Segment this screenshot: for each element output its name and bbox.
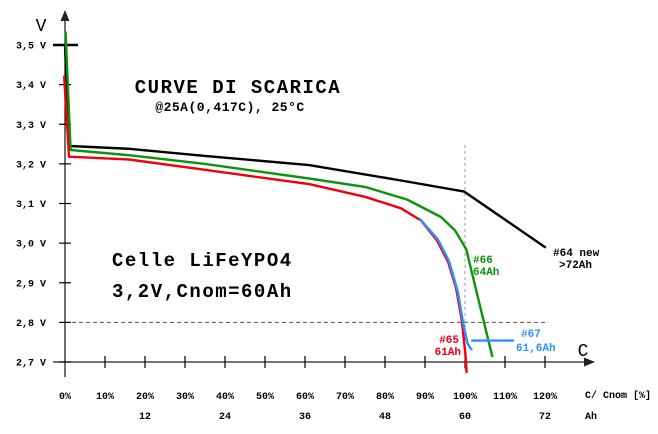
x-tick-label: 40% [216,392,234,403]
x-tick-label: 50% [256,392,274,403]
y-tick-label: 2,8 V [16,319,46,330]
y-tick-label: 3,3 V [16,121,46,132]
x-tick-ah-label: 72 [539,412,551,423]
series-67-name: #67 [521,329,541,341]
chart-subtitle: @25A(0,417C), 25°C [155,100,304,115]
x-tick-label: 120% [533,392,557,403]
curve-65 [62,75,468,374]
y-tick-label: 3,1 V [16,200,46,211]
x-tick-label: 60% [296,392,314,403]
series-66-capacity: 64Ah [473,267,499,279]
series-65-name: #65 [439,335,459,347]
series-67-capacity: 61,6Ah [516,343,556,355]
x-tick-label: 90% [416,392,434,403]
y-tick-label: 3,5 V [16,42,46,53]
y-tick-label: 2,7 V [16,359,46,370]
series-64-capacity: >72Ah [559,260,592,272]
x-tick-label: 0% [59,392,71,403]
x-tick-label: 30% [176,392,194,403]
y-tick-label: 3,4 V [16,81,46,92]
cell-note-line1: Celle LiFeYPO4 [112,250,293,272]
x-tick-ah-label: 60 [459,412,471,423]
curve-64new [63,43,547,249]
cell-note-line2: 3,2V,Cnom=60Ah [112,281,293,303]
x-tick-label: 110% [493,392,517,403]
x-axis-unit-row1: C/ Cnom [%] [585,390,651,402]
x-tick-ah-label: 24 [219,412,231,423]
series-65-capacity: 61Ah [435,347,461,359]
x-tick-label: 10% [96,392,114,403]
y-tick-label: 3,0 V [16,240,46,251]
x-tick-ah-label: 12 [139,412,151,423]
chart-title: CURVE DI SCARICA [135,77,341,99]
y-tick-label: 2,9 V [16,279,46,290]
x-tick-label: 20% [136,392,154,403]
x-tick-label: 70% [336,392,354,403]
x-axis-arrow-icon [584,357,595,367]
series-64-name: #64 new [553,248,600,260]
x-tick-ah-label: 48 [379,412,391,423]
curve-66 [64,31,494,358]
series-66-name: #66 [473,255,493,267]
x-axis-unit-row2: Ah [585,411,597,423]
curve-67 [419,218,473,351]
x-tick-ah-label: 36 [299,412,311,423]
x-unit-label: C [578,342,589,362]
y-tick-label: 3,2 V [16,160,46,171]
x-tick-label: 100% [453,392,477,403]
y-unit-label: V [36,17,47,37]
x-tick-label: 80% [376,392,394,403]
y-axis-arrow-icon [60,10,70,21]
